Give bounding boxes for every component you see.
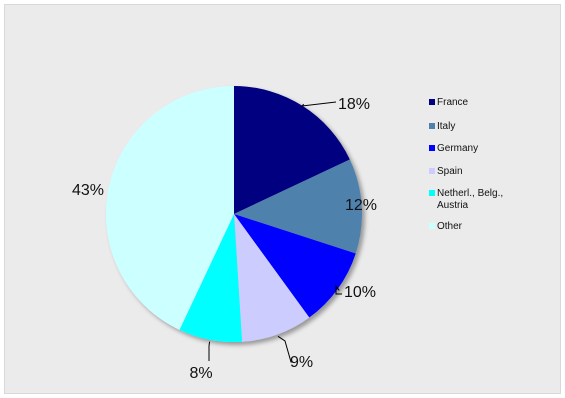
percent-label-netherl-belg-austria: 8% — [189, 365, 212, 382]
legend-label-germany: Germany — [437, 143, 478, 154]
legend-item-spain: Spain — [429, 166, 463, 177]
legend-swatch-netherl-belg-austria — [429, 190, 435, 196]
leader-line-france — [300, 101, 337, 107]
legend-item-france: France — [429, 97, 469, 108]
legend-item-other: Other — [429, 221, 463, 232]
pie-slices — [105, 86, 363, 343]
pie-slice-netherl-belg-austria — [179, 214, 243, 343]
leader-line-germany — [335, 284, 342, 295]
legend-label-france: France — [437, 97, 469, 108]
pie-chart: 18% 12% 10% 9% 8% 43% France Italy Germany Spain… — [72, 86, 503, 382]
percent-labels: 18% 12% 10% 9% 8% 43% — [72, 96, 377, 382]
legend-item-italy: Italy — [429, 121, 455, 132]
chart-area: 18% 12% 10% 9% 8% 43% France Italy Germany Spain… — [4, 4, 561, 394]
pie-slice-italy — [234, 159, 363, 254]
legend-swatch-other — [429, 223, 435, 229]
pie-slice-germany — [234, 214, 356, 318]
legend-item-netherl-belg-austria: Netherl., Belg., Austria — [429, 188, 503, 211]
legend-label-netherl-belg-austria: Netherl., Belg., Austria — [437, 188, 503, 211]
percent-label-italy: 12% — [345, 197, 377, 214]
legend-swatch-france — [429, 99, 435, 105]
legend-label-other: Other — [437, 221, 463, 232]
pie-slice-france — [234, 86, 350, 214]
pie-slice-spain — [234, 214, 310, 342]
legend-swatch-germany — [429, 145, 435, 151]
legend-label-italy: Italy — [437, 121, 455, 132]
percent-label-spain: 9% — [290, 354, 313, 371]
percent-label-other: 43% — [72, 182, 104, 199]
percent-label-france: 18% — [338, 96, 370, 113]
legend-swatch-italy — [429, 123, 435, 129]
pie-slice-other — [105, 86, 235, 330]
leader-line-netherl-belg-austria — [208, 341, 211, 361]
leader-lines — [208, 101, 342, 363]
legend-item-germany: Germany — [429, 143, 478, 154]
legend-label-spain: Spain — [437, 166, 463, 177]
leader-line-spain — [277, 335, 293, 363]
legend: France Italy Germany Spain Netherl., Belg., A… — [429, 97, 503, 232]
percent-label-germany: 10% — [344, 284, 376, 301]
legend-swatch-spain — [429, 168, 435, 174]
